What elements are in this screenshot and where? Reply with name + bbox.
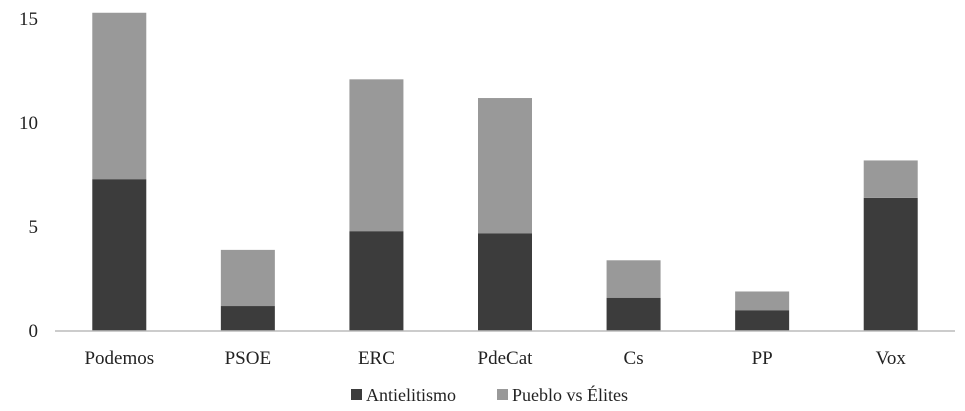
bar-psoe-pueblo-vs-lites xyxy=(220,249,275,307)
x-tick-label: ERC xyxy=(358,348,395,369)
legend-swatch xyxy=(497,389,508,400)
x-tick-label: PSOE xyxy=(225,348,271,369)
bar-podemos-pueblo-vs-lites xyxy=(92,12,147,180)
bar-pdecat-pueblo-vs-lites xyxy=(478,98,532,234)
bar-erc-pueblo-vs-lites xyxy=(349,79,404,232)
bar-pdecat-antielitismo xyxy=(478,233,532,331)
bar-pp-pueblo-vs-lites xyxy=(735,291,790,311)
bar-vox-antielitismo xyxy=(863,197,918,331)
bar-cs-antielitismo xyxy=(606,297,661,331)
x-tick-label: PdeCat xyxy=(478,348,534,369)
bar-erc-antielitismo xyxy=(349,231,404,331)
x-tick-label: Cs xyxy=(624,348,644,369)
legend-label: Antielitismo xyxy=(366,385,456,405)
legend-swatch xyxy=(351,389,362,400)
x-tick-label: Vox xyxy=(876,348,907,369)
y-tick-label: 15 xyxy=(19,9,38,30)
y-tick-label: 0 xyxy=(29,321,39,342)
y-tick-label: 10 xyxy=(19,113,38,134)
legend: Antielitismo Pueblo vs Élites xyxy=(351,384,628,405)
bar-psoe-antielitismo xyxy=(220,306,275,331)
x-axis-labels: Podemos PSOE ERC PdeCat Cs PP Vox xyxy=(84,348,906,369)
bar-podemos-antielitismo xyxy=(92,179,147,331)
bar-pp-antielitismo xyxy=(735,310,790,331)
legend-label: Pueblo vs Élites xyxy=(512,384,628,405)
y-tick-label: 5 xyxy=(29,217,39,238)
x-tick-label: Podemos xyxy=(84,348,154,369)
bar-cs-pueblo-vs-lites xyxy=(606,260,661,298)
bar-vox-pueblo-vs-lites xyxy=(863,160,918,198)
x-tick-label: PP xyxy=(752,348,773,369)
y-axis-ticks: 0 5 10 15 xyxy=(19,9,38,342)
bars xyxy=(92,12,918,331)
